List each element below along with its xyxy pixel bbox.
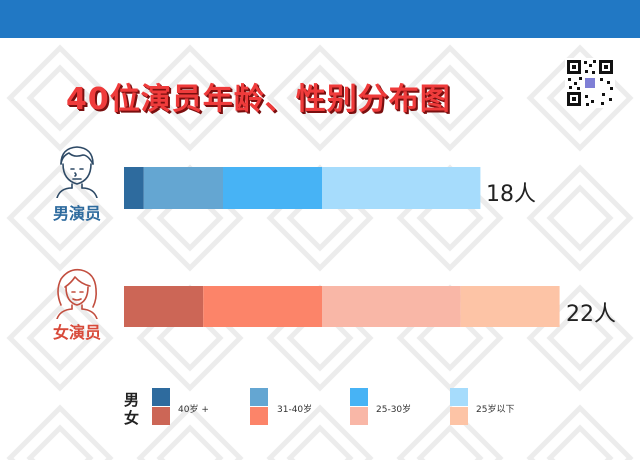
chart-title: 40位演员年龄、性别分布图 [66,82,451,117]
female-actor-icon [56,268,98,319]
bar-segment-female-1 [203,286,322,327]
legend-swatch-male-40plus [152,388,170,406]
legend-label-under25: 25岁以下 [476,405,515,415]
bar-segment-male-3 [322,167,481,209]
legend-swatch-female-25-30 [350,407,368,425]
top-banner [0,0,640,38]
bar-segment-male-2 [223,167,322,209]
male-count: 18人 [486,182,536,207]
legend-row-label-male: 男 [124,391,140,409]
bar-segment-female-0 [124,286,204,327]
legend-label-25-30: 25-30岁 [376,405,412,415]
legend-swatch-male-25-30 [350,388,368,406]
bar-segment-female-2 [322,286,461,327]
legend-swatch-female-40plus [152,407,170,425]
female-count: 22人 [566,302,616,327]
legend-swatch-male-31-40 [250,388,268,406]
female-label: 女演员 [52,323,101,342]
legend-swatch-female-31-40 [250,407,268,425]
legend-label-31-40: 31-40岁 [277,405,313,415]
bar-segment-male-0 [124,167,144,209]
bar-segment-female-3 [460,286,560,327]
legend-swatch-female-under25 [450,407,468,425]
male-actor-icon [56,146,98,198]
legend-swatch-male-under25 [450,388,468,406]
legend-label-40plus: 40岁 + [178,405,209,415]
male-label: 男演员 [52,204,101,223]
legend-row-label-female: 女 [124,409,140,427]
bar-segment-male-1 [143,167,223,209]
qr-code-icon [565,58,615,108]
